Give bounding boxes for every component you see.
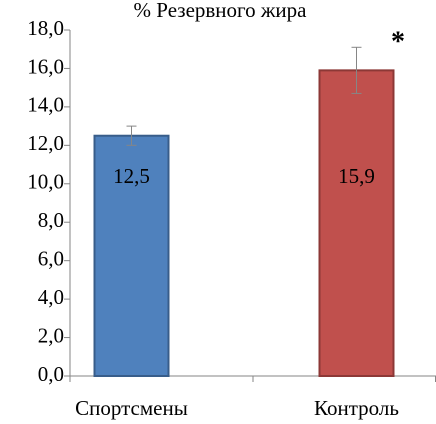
- x-tick-label: Контроль: [314, 396, 399, 420]
- y-tick-label: 12,0: [27, 131, 64, 155]
- bar: [93, 134, 170, 377]
- y-tick-label: 18,0: [27, 16, 64, 40]
- y-tick-label: 0,0: [38, 362, 64, 386]
- x-tick-label: Спортсмены: [75, 396, 188, 420]
- y-tick-label: 6,0: [38, 246, 64, 270]
- value-label: 15,9: [338, 164, 375, 188]
- bar: [318, 69, 395, 377]
- y-tick-label: 16,0: [27, 54, 64, 78]
- y-tick-label: 2,0: [38, 323, 64, 347]
- y-tick-label: 10,0: [27, 170, 64, 194]
- significance-mark: *: [391, 26, 405, 57]
- value-label: 12,5: [113, 164, 150, 188]
- chart-title: % Резервного жира: [134, 0, 308, 22]
- y-tick-label: 4,0: [38, 285, 64, 309]
- y-tick-label: 8,0: [38, 208, 64, 232]
- y-tick-label: 14,0: [27, 93, 64, 117]
